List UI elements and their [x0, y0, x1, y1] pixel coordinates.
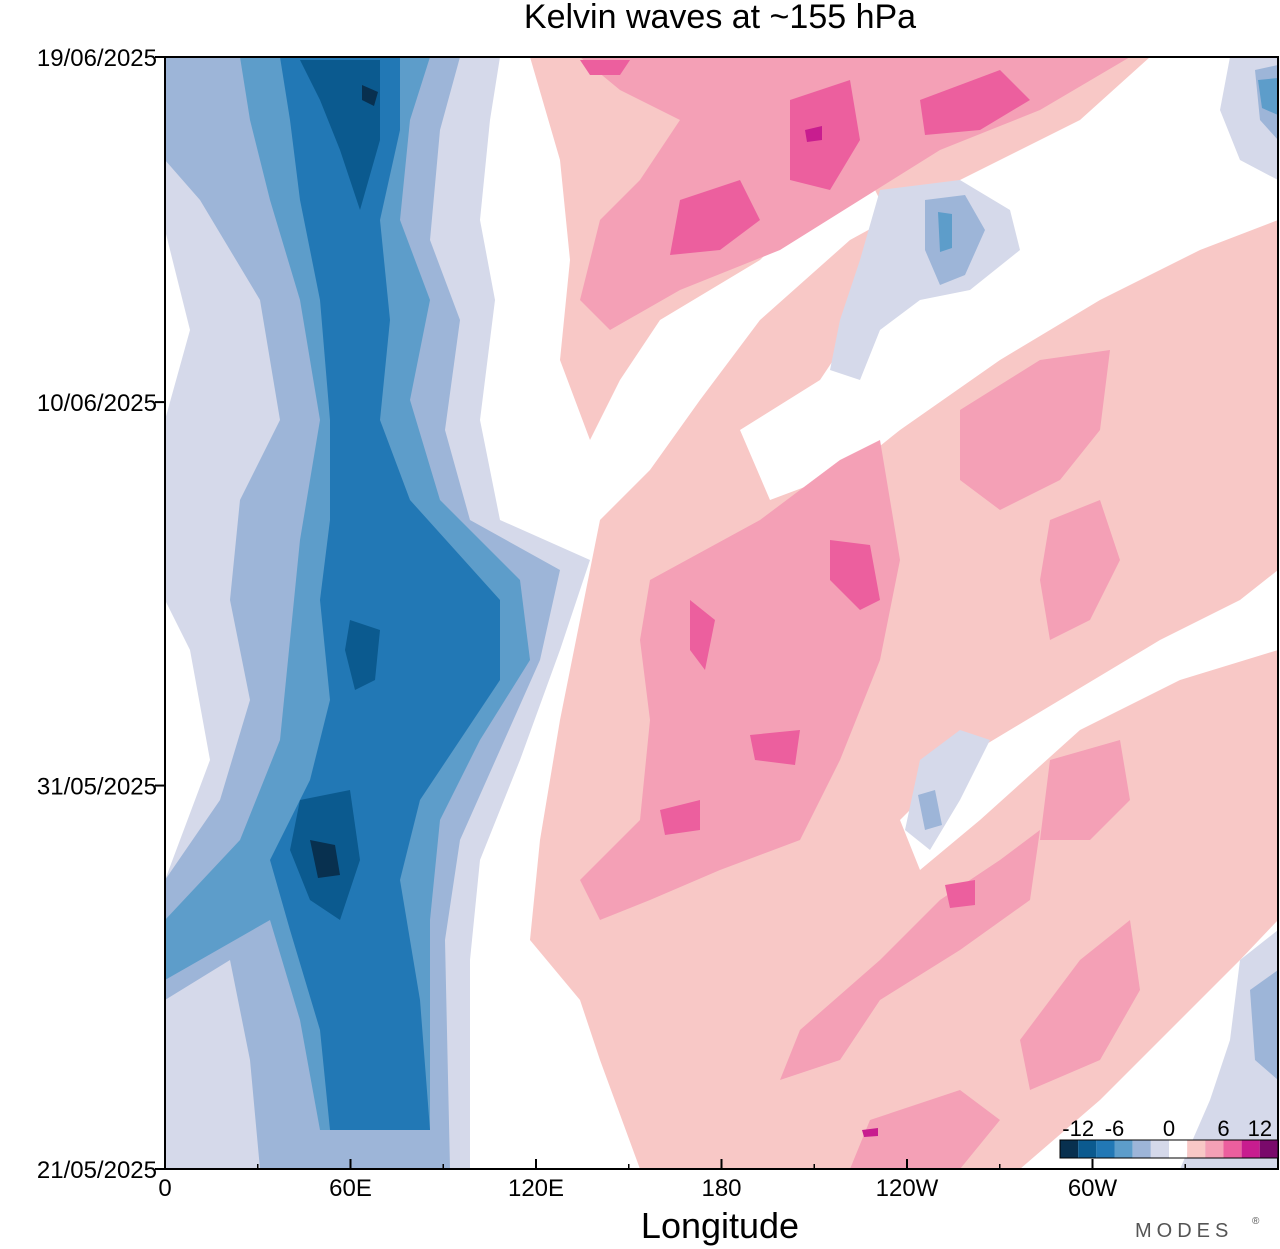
- y-tick-label: 21/05/2025: [37, 1157, 157, 1184]
- contour-positive-2: [580, 57, 1140, 1169]
- colorbar-swatch: [1078, 1140, 1097, 1158]
- x-axis-label: Longitude: [641, 1205, 799, 1246]
- colorbar-swatch: [1096, 1140, 1115, 1158]
- y-tick-label: 19/06/2025: [37, 45, 157, 72]
- colorbar-swatch: [1223, 1140, 1242, 1158]
- colorbar-label: 6: [1217, 1116, 1229, 1141]
- x-axis: 0 60E 120E 180 120W 60W: [158, 1159, 1186, 1202]
- x-tick-label: 120E: [508, 1175, 564, 1202]
- colorbar: -12 -6 0 6 12: [1059, 1116, 1279, 1159]
- modes-watermark: MODES: [1135, 1220, 1233, 1242]
- colorbar-swatch: [1205, 1140, 1224, 1158]
- colorbar-swatch: [1060, 1140, 1079, 1158]
- x-tick-label: 0: [158, 1175, 171, 1202]
- colorbar-swatch: [1114, 1140, 1133, 1158]
- x-tick-label: 180: [701, 1175, 741, 1202]
- y-tick-label: 31/05/2025: [37, 774, 157, 801]
- colorbar-label: -6: [1105, 1116, 1125, 1141]
- colorbar-swatch: [1241, 1140, 1260, 1158]
- colorbar-label: 12: [1248, 1116, 1272, 1141]
- colorbar-swatch: [1132, 1140, 1151, 1158]
- colorbar-swatch: [1169, 1140, 1188, 1158]
- x-tick-label: 60W: [1068, 1175, 1118, 1202]
- x-tick-label: 120W: [876, 1175, 939, 1202]
- colorbar-label: -12: [1062, 1116, 1094, 1141]
- registered-mark: ®: [1252, 1216, 1260, 1227]
- y-tick-label: 10/06/2025: [37, 390, 157, 417]
- colorbar-frame: [1059, 1139, 1279, 1159]
- colorbar-swatch: [1150, 1140, 1169, 1158]
- contour-positive-1: [530, 57, 1278, 1169]
- chart-title: Kelvin waves at ~155 hPa: [524, 0, 916, 36]
- contour-negative-5: [290, 60, 380, 920]
- colorbar-swatch: [1259, 1140, 1278, 1158]
- contour-field: [165, 57, 1278, 1169]
- y-axis: 21/05/2025 31/05/2025 10/06/2025 19/06/2025: [37, 45, 165, 1184]
- contour-negative-east-1: [830, 57, 1278, 1169]
- colorbar-swatch: [1187, 1140, 1206, 1158]
- x-tick-label: 60E: [329, 1175, 372, 1202]
- colorbar-label: 0: [1163, 1116, 1175, 1141]
